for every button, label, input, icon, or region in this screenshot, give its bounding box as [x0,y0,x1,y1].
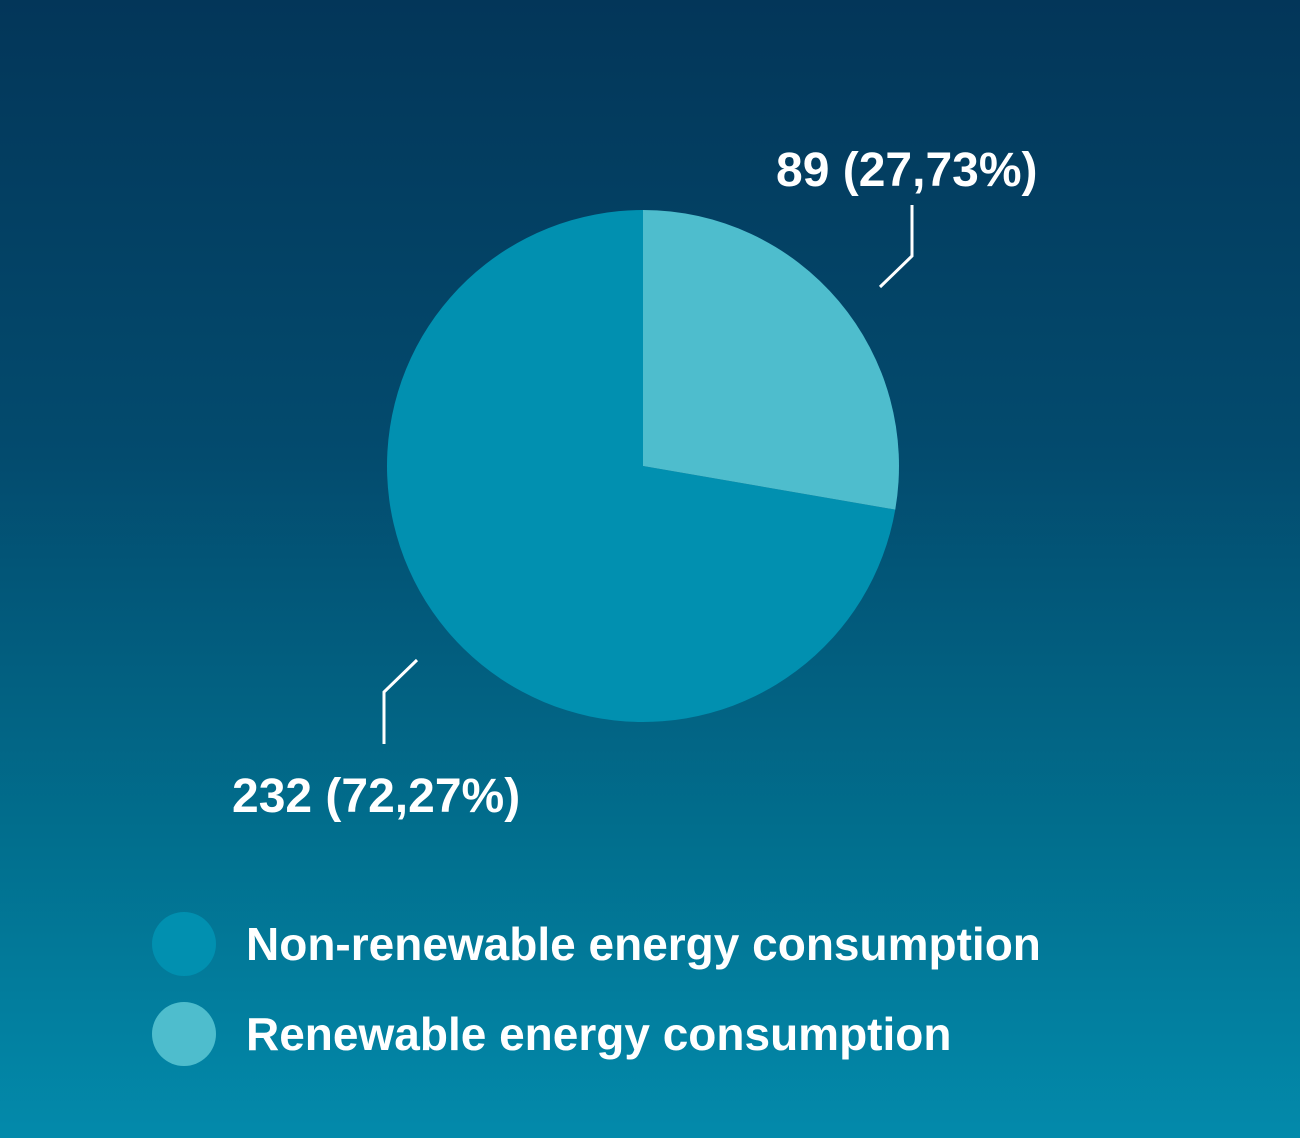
data-label-renewable: 89 (27,73%) [776,144,1038,197]
legend-label-non-renewable: Non-renewable energy consumption [246,918,1041,970]
data-labels: 232 (72,27%) 89 (27,73%) [232,144,1038,823]
pie-slices [386,210,899,723]
legend: Non-renewable energy consumption Renewab… [152,912,1041,1092]
pie-slice-renewable [643,210,899,510]
legend-swatch-renewable [152,1002,216,1066]
data-label-non-renewable: 232 (72,27%) [232,770,520,823]
leader-lines [382,205,914,744]
legend-label-renewable: Renewable energy consumption [246,1008,952,1060]
legend-swatch-non-renewable [152,912,216,976]
legend-item-renewable: Renewable energy consumption [152,1002,1041,1066]
pie-slice-non-renewable [386,210,896,723]
leader-line-non-renewable [382,658,419,744]
legend-item-non-renewable: Non-renewable energy consumption [152,912,1041,976]
leader-line-renewable [878,205,914,289]
